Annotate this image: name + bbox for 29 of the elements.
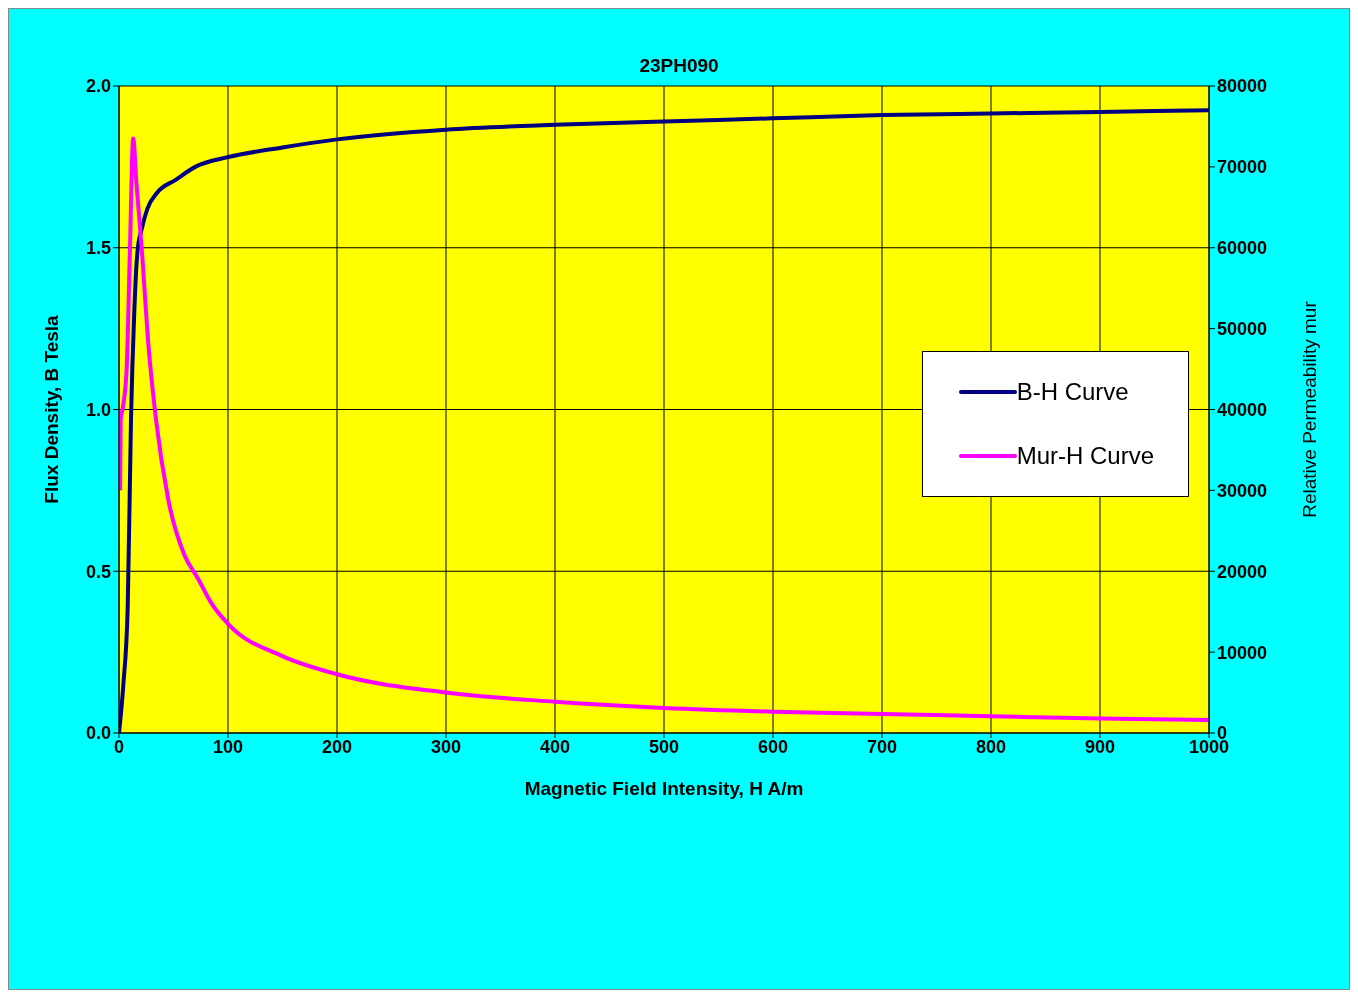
y-tick-label: 1.5 bbox=[85, 238, 111, 259]
x-tick-label: 200 bbox=[321, 736, 353, 757]
y-tick-label: 2.0 bbox=[85, 76, 111, 97]
x-tick-label: 100 bbox=[212, 736, 244, 757]
y2-tick-label: 70000 bbox=[1217, 157, 1268, 178]
y-axis-title: Flux Density, B Tesla bbox=[40, 314, 62, 504]
chart-title: 23PH090 bbox=[638, 55, 720, 77]
y-tick-label: 0.5 bbox=[85, 561, 111, 582]
y2-tick-label: 40000 bbox=[1217, 399, 1268, 420]
y2-tick-label: 20000 bbox=[1217, 561, 1268, 582]
y2-tick-label: 80000 bbox=[1217, 76, 1268, 97]
x-tick-label: 0 bbox=[113, 736, 125, 757]
x-tick-label: 900 bbox=[1084, 736, 1116, 757]
x-tick-label: 600 bbox=[757, 736, 789, 757]
x-tick-label: 800 bbox=[975, 736, 1007, 757]
legend-label: Mur-H Curve bbox=[1016, 442, 1154, 470]
y2-tick-label: 50000 bbox=[1217, 319, 1268, 340]
x-tick-label: 400 bbox=[539, 736, 571, 757]
x-tick-label: 700 bbox=[866, 736, 898, 757]
y2-axis-title: Relative Permeability mur bbox=[1298, 300, 1320, 518]
x-tick-label: 500 bbox=[648, 736, 680, 757]
y-tick-label: 0.0 bbox=[85, 723, 111, 744]
y2-tick-label: 10000 bbox=[1217, 642, 1268, 663]
y2-tick-label: 30000 bbox=[1217, 480, 1268, 501]
legend-label: B-H Curve bbox=[1016, 378, 1129, 406]
y-tick-label: 1.0 bbox=[85, 399, 111, 420]
y2-tick-label: 60000 bbox=[1217, 238, 1268, 259]
x-tick-label: 300 bbox=[430, 736, 462, 757]
x-axis-title: Magnetic Field Intensity, H A/m bbox=[524, 778, 804, 799]
